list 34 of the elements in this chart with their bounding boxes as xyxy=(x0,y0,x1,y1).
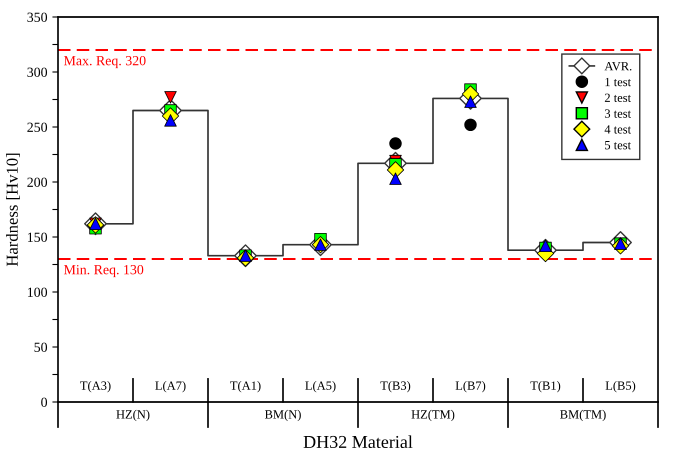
legend-label: 4 test xyxy=(604,125,632,134)
point xyxy=(464,118,477,132)
text: BM(TM) xyxy=(560,410,606,422)
x-axis-title: DH32 Material xyxy=(304,435,413,448)
x-tick-label: L(A7) xyxy=(155,381,186,392)
text: HZ(N) xyxy=(116,410,150,422)
x-tick-label: T(B1) xyxy=(530,381,560,392)
legend-label: 2 test xyxy=(604,94,632,102)
legend-label: 3 test xyxy=(604,109,632,118)
legend-label: 1 test xyxy=(605,78,632,86)
x-tick-label: L(A5) xyxy=(305,381,336,392)
y-axis-title: Hardness [Hv10] xyxy=(6,154,20,266)
text: HZ(TM) xyxy=(411,410,454,422)
x-tick-label: T(A1) xyxy=(230,381,261,392)
text: BM(N) xyxy=(264,410,301,422)
legend-label: 5 test xyxy=(605,141,632,150)
legend-label: AVR. xyxy=(604,62,632,70)
point xyxy=(389,172,402,185)
y-tick-label: 300 xyxy=(27,68,48,77)
y-tick-label: 150 xyxy=(28,232,48,242)
x-tick-label: L(B5) xyxy=(606,381,636,392)
y-tick-label: 250 xyxy=(27,122,48,132)
y-tick-label: 350 xyxy=(27,12,48,22)
ref-line-label: Min. Req. 130 xyxy=(64,264,144,278)
point xyxy=(164,91,177,104)
y-tick-label: 50 xyxy=(34,342,48,352)
y-tick-label: 100 xyxy=(28,288,48,297)
x-tick-label: L(B7) xyxy=(456,381,486,392)
point xyxy=(389,137,402,150)
x-tick-label: T(A3) xyxy=(80,381,111,392)
y-tick-label: 200 xyxy=(27,178,48,187)
ref-line-label: Max. Req. 320 xyxy=(64,56,146,68)
y-tick-label: 0 xyxy=(41,398,48,407)
x-tick-label: T(B3) xyxy=(380,381,410,392)
